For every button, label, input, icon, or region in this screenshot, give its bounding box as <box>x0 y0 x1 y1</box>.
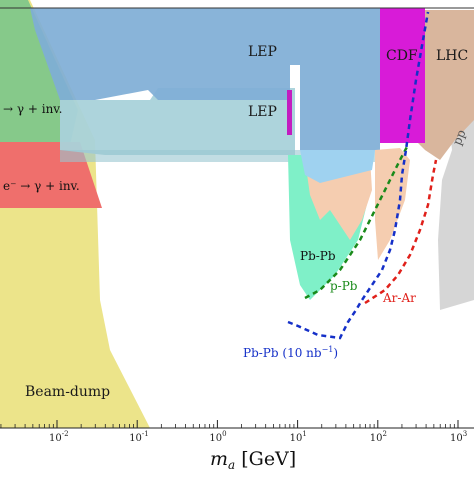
x-tick-label: 10-1 <box>129 430 149 444</box>
region-lep-magenta-strip <box>287 90 292 135</box>
region-lightblue <box>300 150 375 183</box>
region-pp <box>438 100 474 310</box>
x-axis-title: ma [GeV] <box>210 448 296 472</box>
label-ar-ar: Ar-Ar <box>382 291 416 305</box>
x-ticks: 10-2 10-1 100 101 102 103 <box>0 420 467 444</box>
label-lep: LEP <box>248 44 277 60</box>
label-pb-pb-10nb-sup: −1 <box>322 345 334 354</box>
x-tick-label: 102 <box>370 430 387 444</box>
label-lep-lower: LEP <box>248 104 277 120</box>
x-tick-label: 101 <box>290 430 307 444</box>
curve-p-pb <box>304 144 410 300</box>
x-tick-label: 103 <box>450 430 467 444</box>
label-ee-lower: e⁻ → γ + inv. <box>3 179 80 193</box>
curve-ar-ar <box>364 159 438 305</box>
region-cdf <box>380 8 425 143</box>
x-tick-label: 100 <box>209 430 226 444</box>
label-lhc: LHC <box>436 48 468 64</box>
label-cdf: CDF <box>386 48 418 64</box>
x-tick-label: 10-2 <box>49 430 69 444</box>
region-lhc-lower <box>375 148 410 260</box>
region-ee-gamma-inv-upper <box>0 0 78 145</box>
label-pp: pp <box>450 127 469 147</box>
curve-pb-pb-10nb <box>287 11 430 340</box>
label-pb-pb-10nb-main: Pb-Pb (10 nb <box>243 346 322 360</box>
label-ee-upper: → γ + inv. <box>3 102 62 116</box>
label-pb-pb-10nb-end: ) <box>333 346 338 360</box>
region-lep-lower <box>60 88 295 155</box>
label-pb-pb: Pb-Pb <box>300 249 336 263</box>
label-p-pb: p-Pb <box>330 279 358 293</box>
region-lep <box>30 8 380 150</box>
label-pb-pb-10nb: Pb-Pb (10 nb−1) <box>243 345 338 360</box>
label-beam-dump: Beam-dump <box>25 384 110 400</box>
